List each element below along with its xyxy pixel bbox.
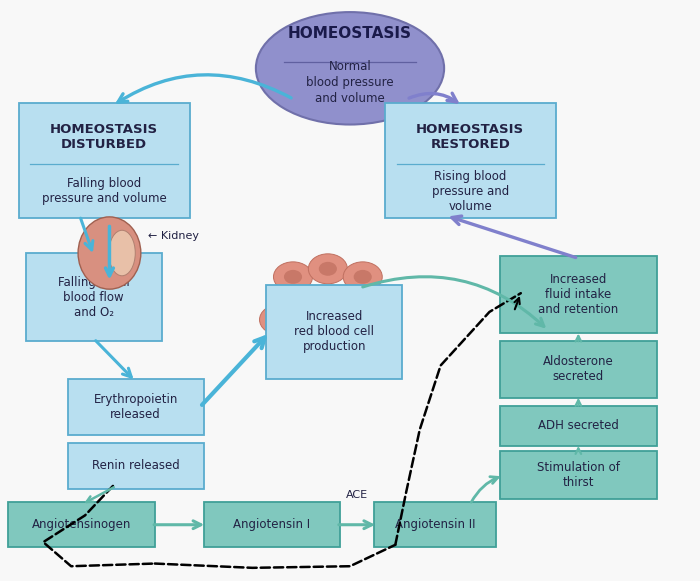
Text: ADH secreted: ADH secreted	[538, 419, 619, 432]
Text: HOMEOSTASIS: HOMEOSTASIS	[288, 26, 412, 41]
Text: Aldosterone
secreted: Aldosterone secreted	[543, 356, 614, 383]
Text: Renin released: Renin released	[92, 460, 179, 472]
FancyBboxPatch shape	[500, 342, 657, 397]
FancyBboxPatch shape	[26, 253, 162, 342]
Circle shape	[318, 262, 337, 276]
Text: Angiotensin II: Angiotensin II	[395, 518, 476, 531]
FancyBboxPatch shape	[500, 406, 657, 446]
Circle shape	[308, 254, 347, 284]
Circle shape	[343, 262, 382, 292]
Text: Erythropoietin
released: Erythropoietin released	[93, 393, 178, 421]
Text: Angiotensinogen: Angiotensinogen	[32, 518, 132, 531]
Ellipse shape	[78, 217, 141, 289]
Circle shape	[270, 313, 288, 327]
Text: Increased
fluid intake
and retention: Increased fluid intake and retention	[538, 273, 619, 316]
FancyBboxPatch shape	[19, 103, 190, 218]
Text: Normal
blood pressure
and volume: Normal blood pressure and volume	[306, 60, 394, 105]
Circle shape	[354, 270, 372, 284]
Text: Falling renal
blood flow
and O₂: Falling renal blood flow and O₂	[58, 276, 130, 319]
Circle shape	[343, 337, 382, 367]
FancyBboxPatch shape	[374, 502, 496, 547]
Text: Falling blood
pressure and volume: Falling blood pressure and volume	[42, 177, 167, 206]
Text: ACE: ACE	[346, 490, 368, 500]
Text: Angiotensin I: Angiotensin I	[233, 518, 310, 531]
Circle shape	[274, 262, 312, 292]
Circle shape	[284, 345, 302, 358]
Text: HOMEOSTASIS
RESTORED: HOMEOSTASIS RESTORED	[416, 123, 524, 150]
Circle shape	[274, 337, 312, 367]
FancyBboxPatch shape	[68, 443, 204, 489]
FancyBboxPatch shape	[385, 103, 556, 218]
FancyBboxPatch shape	[500, 451, 657, 499]
Circle shape	[354, 345, 372, 358]
Ellipse shape	[108, 230, 135, 276]
Circle shape	[368, 302, 386, 316]
Circle shape	[357, 294, 396, 324]
FancyBboxPatch shape	[500, 256, 657, 333]
FancyBboxPatch shape	[204, 502, 340, 547]
Circle shape	[284, 270, 302, 284]
Circle shape	[260, 304, 299, 335]
FancyBboxPatch shape	[266, 285, 402, 379]
FancyBboxPatch shape	[68, 379, 204, 435]
FancyBboxPatch shape	[8, 502, 155, 547]
Text: HOMEOSTASIS
DISTURBED: HOMEOSTASIS DISTURBED	[50, 123, 158, 150]
Text: Stimulation of
thirst: Stimulation of thirst	[537, 461, 620, 489]
Text: Rising blood
pressure and
volume: Rising blood pressure and volume	[432, 170, 509, 213]
Circle shape	[308, 345, 347, 375]
Circle shape	[318, 353, 337, 367]
Text: ← Kidney: ← Kidney	[148, 231, 199, 241]
Ellipse shape	[256, 12, 444, 124]
Text: Increased
red blood cell
production: Increased red blood cell production	[294, 310, 374, 353]
